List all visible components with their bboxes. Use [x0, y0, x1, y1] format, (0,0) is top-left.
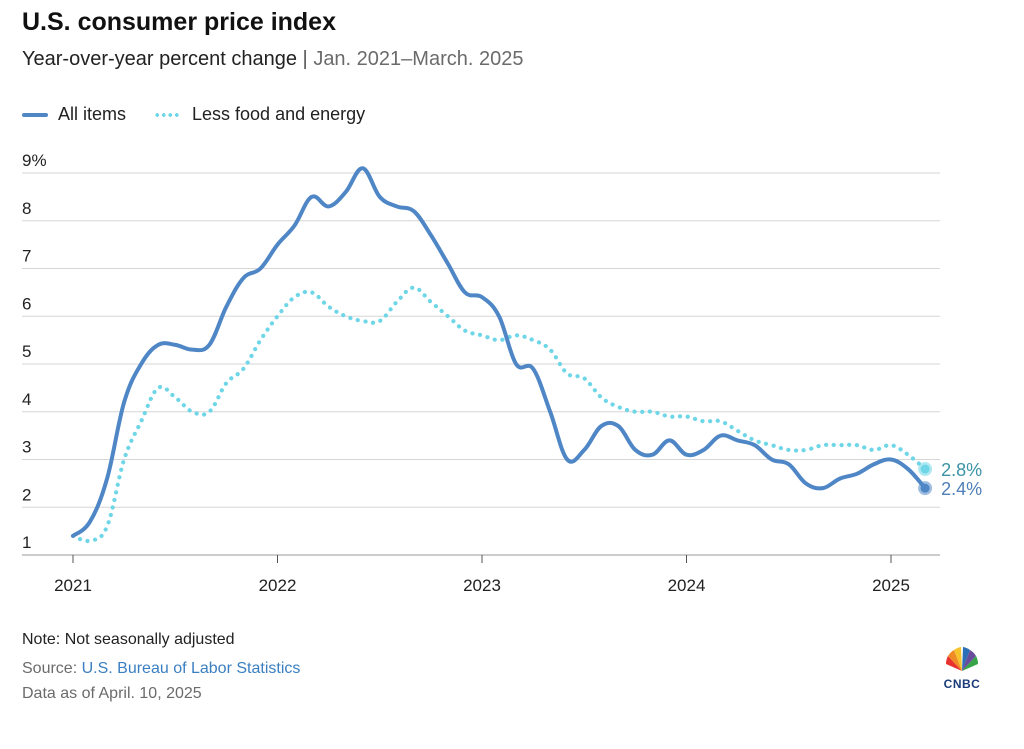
y-tick-label: 4 — [22, 390, 31, 409]
legend-item-core: Less food and energy — [154, 104, 365, 125]
source-link[interactable]: U.S. Bureau of Labor Statistics — [81, 660, 301, 677]
legend-swatch-dotted — [154, 112, 181, 117]
y-tick-label: 8 — [22, 199, 31, 218]
x-tick-label: 2024 — [668, 576, 706, 595]
legend-label-core: Less food and energy — [192, 104, 366, 124]
cnbc-wordmark: CNBC — [943, 677, 981, 691]
y-tick-label: 7 — [22, 247, 31, 266]
end-label-core: 2.8% — [941, 460, 982, 480]
subtitle-separator: | — [302, 48, 308, 70]
y-tick-label: 2 — [22, 485, 31, 504]
line-chart: 1 2 3 4 5 6 7 8 9% 2021 2022 2023 2024 2025 2.8%2.4% — [22, 151, 982, 595]
x-tick-label: 2022 — [259, 576, 297, 595]
chart-subtitle: Year-over-year percent change | Jan. 202… — [22, 48, 523, 71]
source-line: Source: U.S. Bureau of Labor Statistics — [22, 660, 300, 678]
chart-title: U.S. consumer price index — [22, 8, 336, 36]
y-tick-label: 9% — [22, 151, 47, 170]
x-tick-label: 2025 — [872, 576, 910, 595]
subtitle-main: Year-over-year percent change — [22, 48, 297, 70]
footnote: Note: Not seasonally adjusted — [22, 631, 235, 648]
legend-swatch-solid — [22, 112, 48, 117]
source-prefix: Source: — [22, 660, 82, 677]
y-tick-label: 3 — [22, 438, 31, 457]
cnbc-logo: CNBC — [936, 644, 988, 691]
data-as-of: Data as of April. 10, 2025 — [22, 685, 202, 702]
cnbc-peacock-icon — [945, 647, 979, 671]
x-tick-label: 2021 — [54, 576, 92, 595]
y-tick-label: 1 — [22, 533, 31, 552]
chart-legend: All items Less food and energy — [22, 104, 393, 125]
y-tick-label: 6 — [22, 294, 31, 313]
series-line-core — [70, 285, 928, 544]
series-line-all-items — [71, 166, 928, 538]
subtitle-range: Jan. 2021–March. 2025 — [313, 48, 524, 70]
y-tick-label: 5 — [22, 342, 31, 361]
x-tick-label: 2023 — [463, 576, 501, 595]
legend-label-all-items: All items — [58, 104, 127, 124]
end-dot-core — [920, 464, 930, 474]
legend-item-all-items: All items — [22, 104, 126, 125]
end-label-all-items: 2.4% — [941, 479, 982, 499]
end-dot-all-items — [920, 483, 930, 493]
